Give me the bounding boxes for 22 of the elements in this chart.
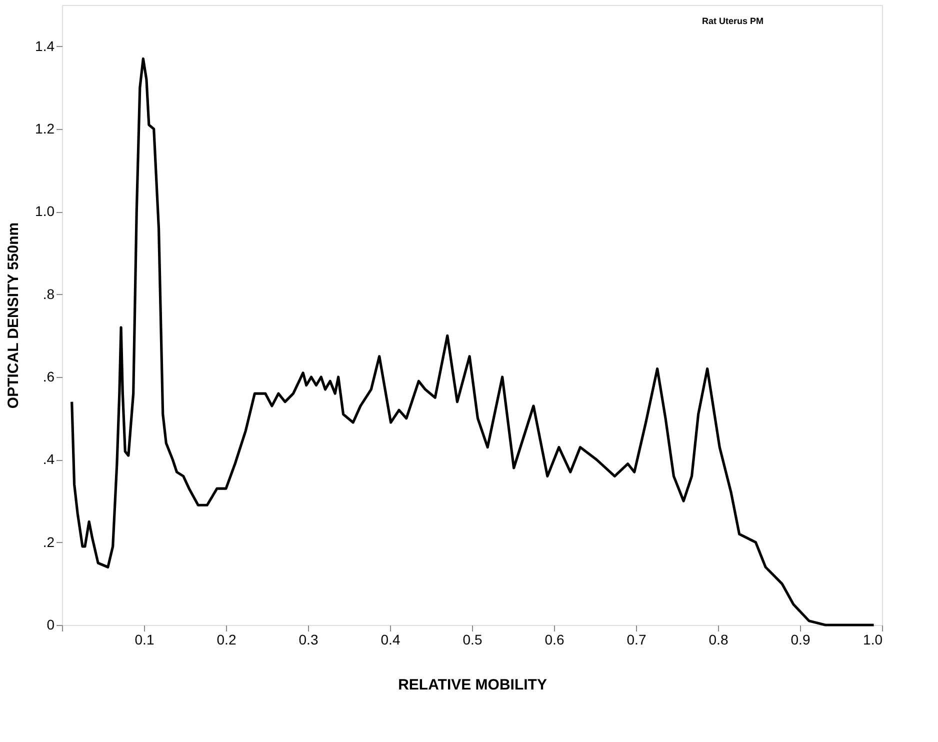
- annotation: Rat Uterus PM: [702, 16, 764, 26]
- x-tick-label: 0.9: [790, 632, 810, 648]
- x-tick-label: 0.7: [626, 632, 646, 648]
- x-tick-label: 0.3: [298, 632, 318, 648]
- x-tick-label: 1.0: [863, 632, 883, 648]
- y-tick-label: 1.2: [35, 120, 55, 136]
- y-axis-title: OPTICAL DENSITY 550nm: [5, 222, 22, 409]
- x-tick-label: 0.8: [708, 632, 728, 648]
- x-tick-label: 0.6: [544, 632, 564, 648]
- y-tick-label: .4: [42, 451, 55, 468]
- line-series: [70, 57, 876, 626]
- y-tick-label: .6: [42, 368, 55, 384]
- x-tick-label: 0.4: [380, 632, 400, 648]
- x-axis-title: RELATIVE MOBILITY: [398, 676, 547, 694]
- y-tick-label: .2: [42, 534, 55, 550]
- x-tick-label: 0.2: [216, 632, 236, 648]
- y-tick-label: 1.0: [35, 203, 55, 220]
- x-tick-label: 0.1: [134, 632, 154, 648]
- x-tick-label: 0.5: [462, 632, 482, 648]
- y-tick-label: 1.4: [35, 38, 55, 54]
- y-tick-label: .8: [42, 286, 55, 302]
- y-tick-label: 0: [46, 616, 55, 632]
